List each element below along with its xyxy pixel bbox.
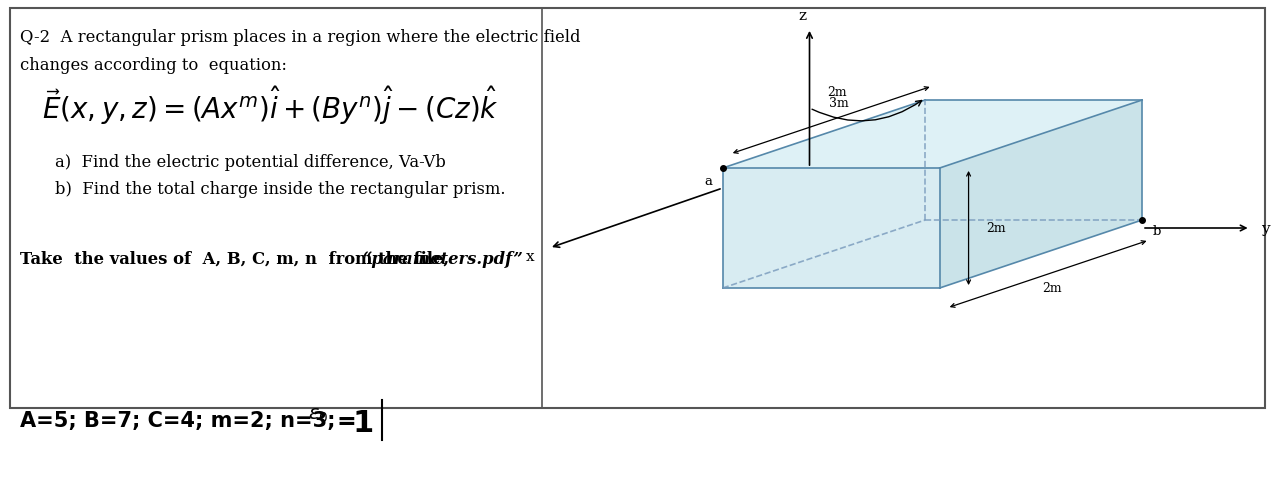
Bar bbox=[10, 9, 1265, 408]
Text: x: x bbox=[527, 249, 534, 264]
Text: z: z bbox=[798, 9, 806, 23]
Text: y: y bbox=[1261, 222, 1270, 236]
Text: $\varepsilon_0$: $\varepsilon_0$ bbox=[309, 406, 328, 424]
Text: $\mathbf{=}$: $\mathbf{=}$ bbox=[332, 408, 356, 431]
Polygon shape bbox=[940, 101, 1142, 288]
Text: Take  the values of  A, B, C, m, n  from the file,: Take the values of A, B, C, m, n from th… bbox=[20, 250, 455, 267]
Text: A=5; B=7; C=4; m=2; n=3;: A=5; B=7; C=4; m=2; n=3; bbox=[20, 410, 335, 430]
Text: a: a bbox=[704, 175, 711, 187]
Text: $\vec{E}(x, y, z) = \left( Ax^{m} \right)\hat{i} + \left( By^{n} \right)\hat{j} : $\vec{E}(x, y, z) = \left( Ax^{m} \right… bbox=[42, 84, 499, 127]
Text: “parameters.pdf”: “parameters.pdf” bbox=[362, 250, 523, 267]
Text: a)  Find the electric potential difference, Va-Vb: a) Find the electric potential differenc… bbox=[55, 154, 446, 171]
Text: $\mathbf{1}$: $\mathbf{1}$ bbox=[352, 407, 374, 439]
Text: Q-2  A rectangular prism places in a region where the electric field: Q-2 A rectangular prism places in a regi… bbox=[20, 29, 580, 46]
Text: b: b bbox=[1153, 224, 1162, 238]
Text: 2m: 2m bbox=[1042, 282, 1062, 295]
Text: b)  Find the total charge inside the rectangular prism.: b) Find the total charge inside the rect… bbox=[55, 181, 505, 198]
Text: 2m: 2m bbox=[827, 86, 847, 99]
Polygon shape bbox=[723, 169, 940, 288]
Text: 2m: 2m bbox=[987, 222, 1006, 235]
Text: 3m: 3m bbox=[829, 97, 848, 110]
Text: changes according to  equation:: changes according to equation: bbox=[20, 57, 287, 74]
Polygon shape bbox=[723, 101, 1142, 169]
